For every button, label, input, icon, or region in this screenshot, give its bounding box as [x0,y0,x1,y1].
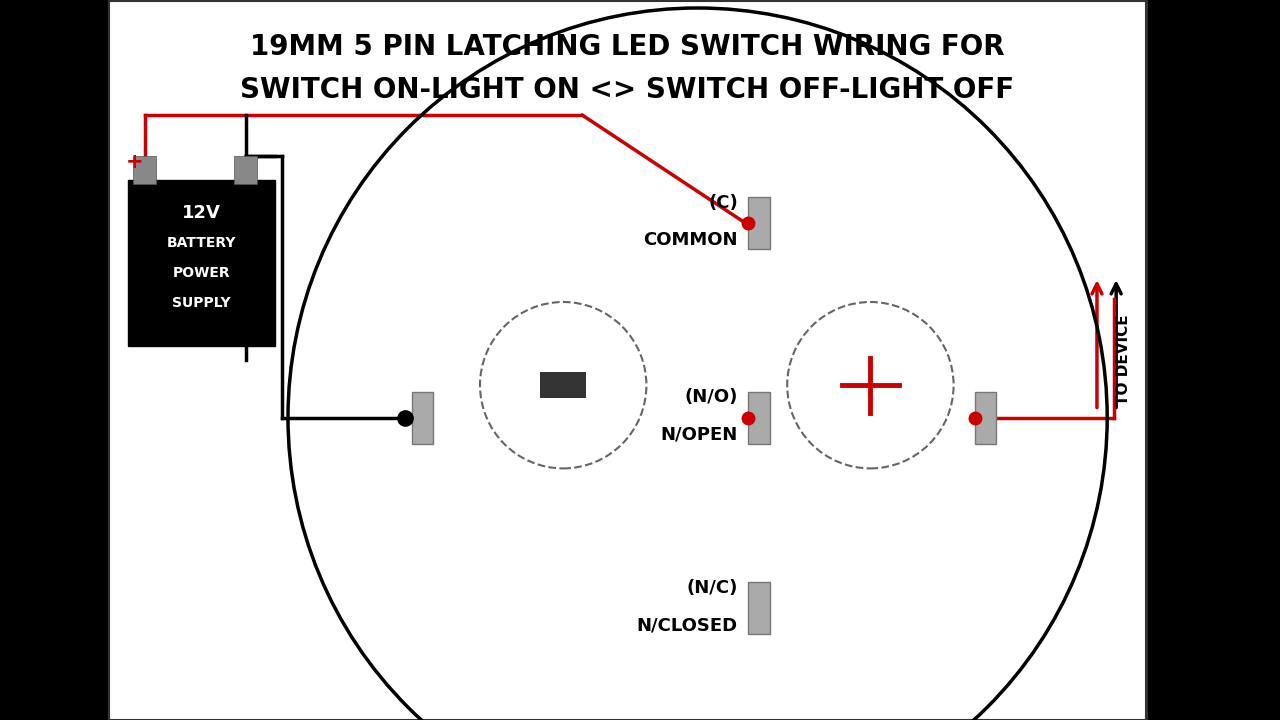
Bar [540,372,586,398]
Bar [234,156,257,184]
Bar [133,156,156,184]
Bar [0,0,109,720]
Text: POWER: POWER [173,266,230,280]
Bar [1146,0,1280,720]
Text: 12V: 12V [182,204,221,222]
Text: SUPPLY: SUPPLY [173,295,230,310]
Text: −: − [259,150,279,174]
Text: +: + [125,152,143,172]
Bar [749,582,771,634]
Text: 19MM 5 PIN LATCHING LED SWITCH WIRING FOR: 19MM 5 PIN LATCHING LED SWITCH WIRING FO… [250,33,1005,60]
Bar [412,392,433,444]
Bar [975,392,997,444]
Bar [109,1,1146,720]
Text: SWITCH ON-LIGHT ON <> SWITCH OFF-LIGHT OFF: SWITCH ON-LIGHT ON <> SWITCH OFF-LIGHT O… [241,76,1014,104]
Text: N/CLOSED: N/CLOSED [636,616,739,635]
Bar [749,197,771,249]
Text: N/OPEN: N/OPEN [660,426,739,444]
Text: (N/O): (N/O) [685,389,739,406]
Text: TO DEVICE: TO DEVICE [1116,315,1132,405]
Bar [749,392,771,444]
Text: BATTERY: BATTERY [166,236,237,250]
Bar [128,180,275,346]
Text: (C): (C) [708,194,739,212]
Text: (N/C): (N/C) [686,579,739,598]
Bar [109,0,1146,720]
Text: COMMON: COMMON [644,232,739,250]
